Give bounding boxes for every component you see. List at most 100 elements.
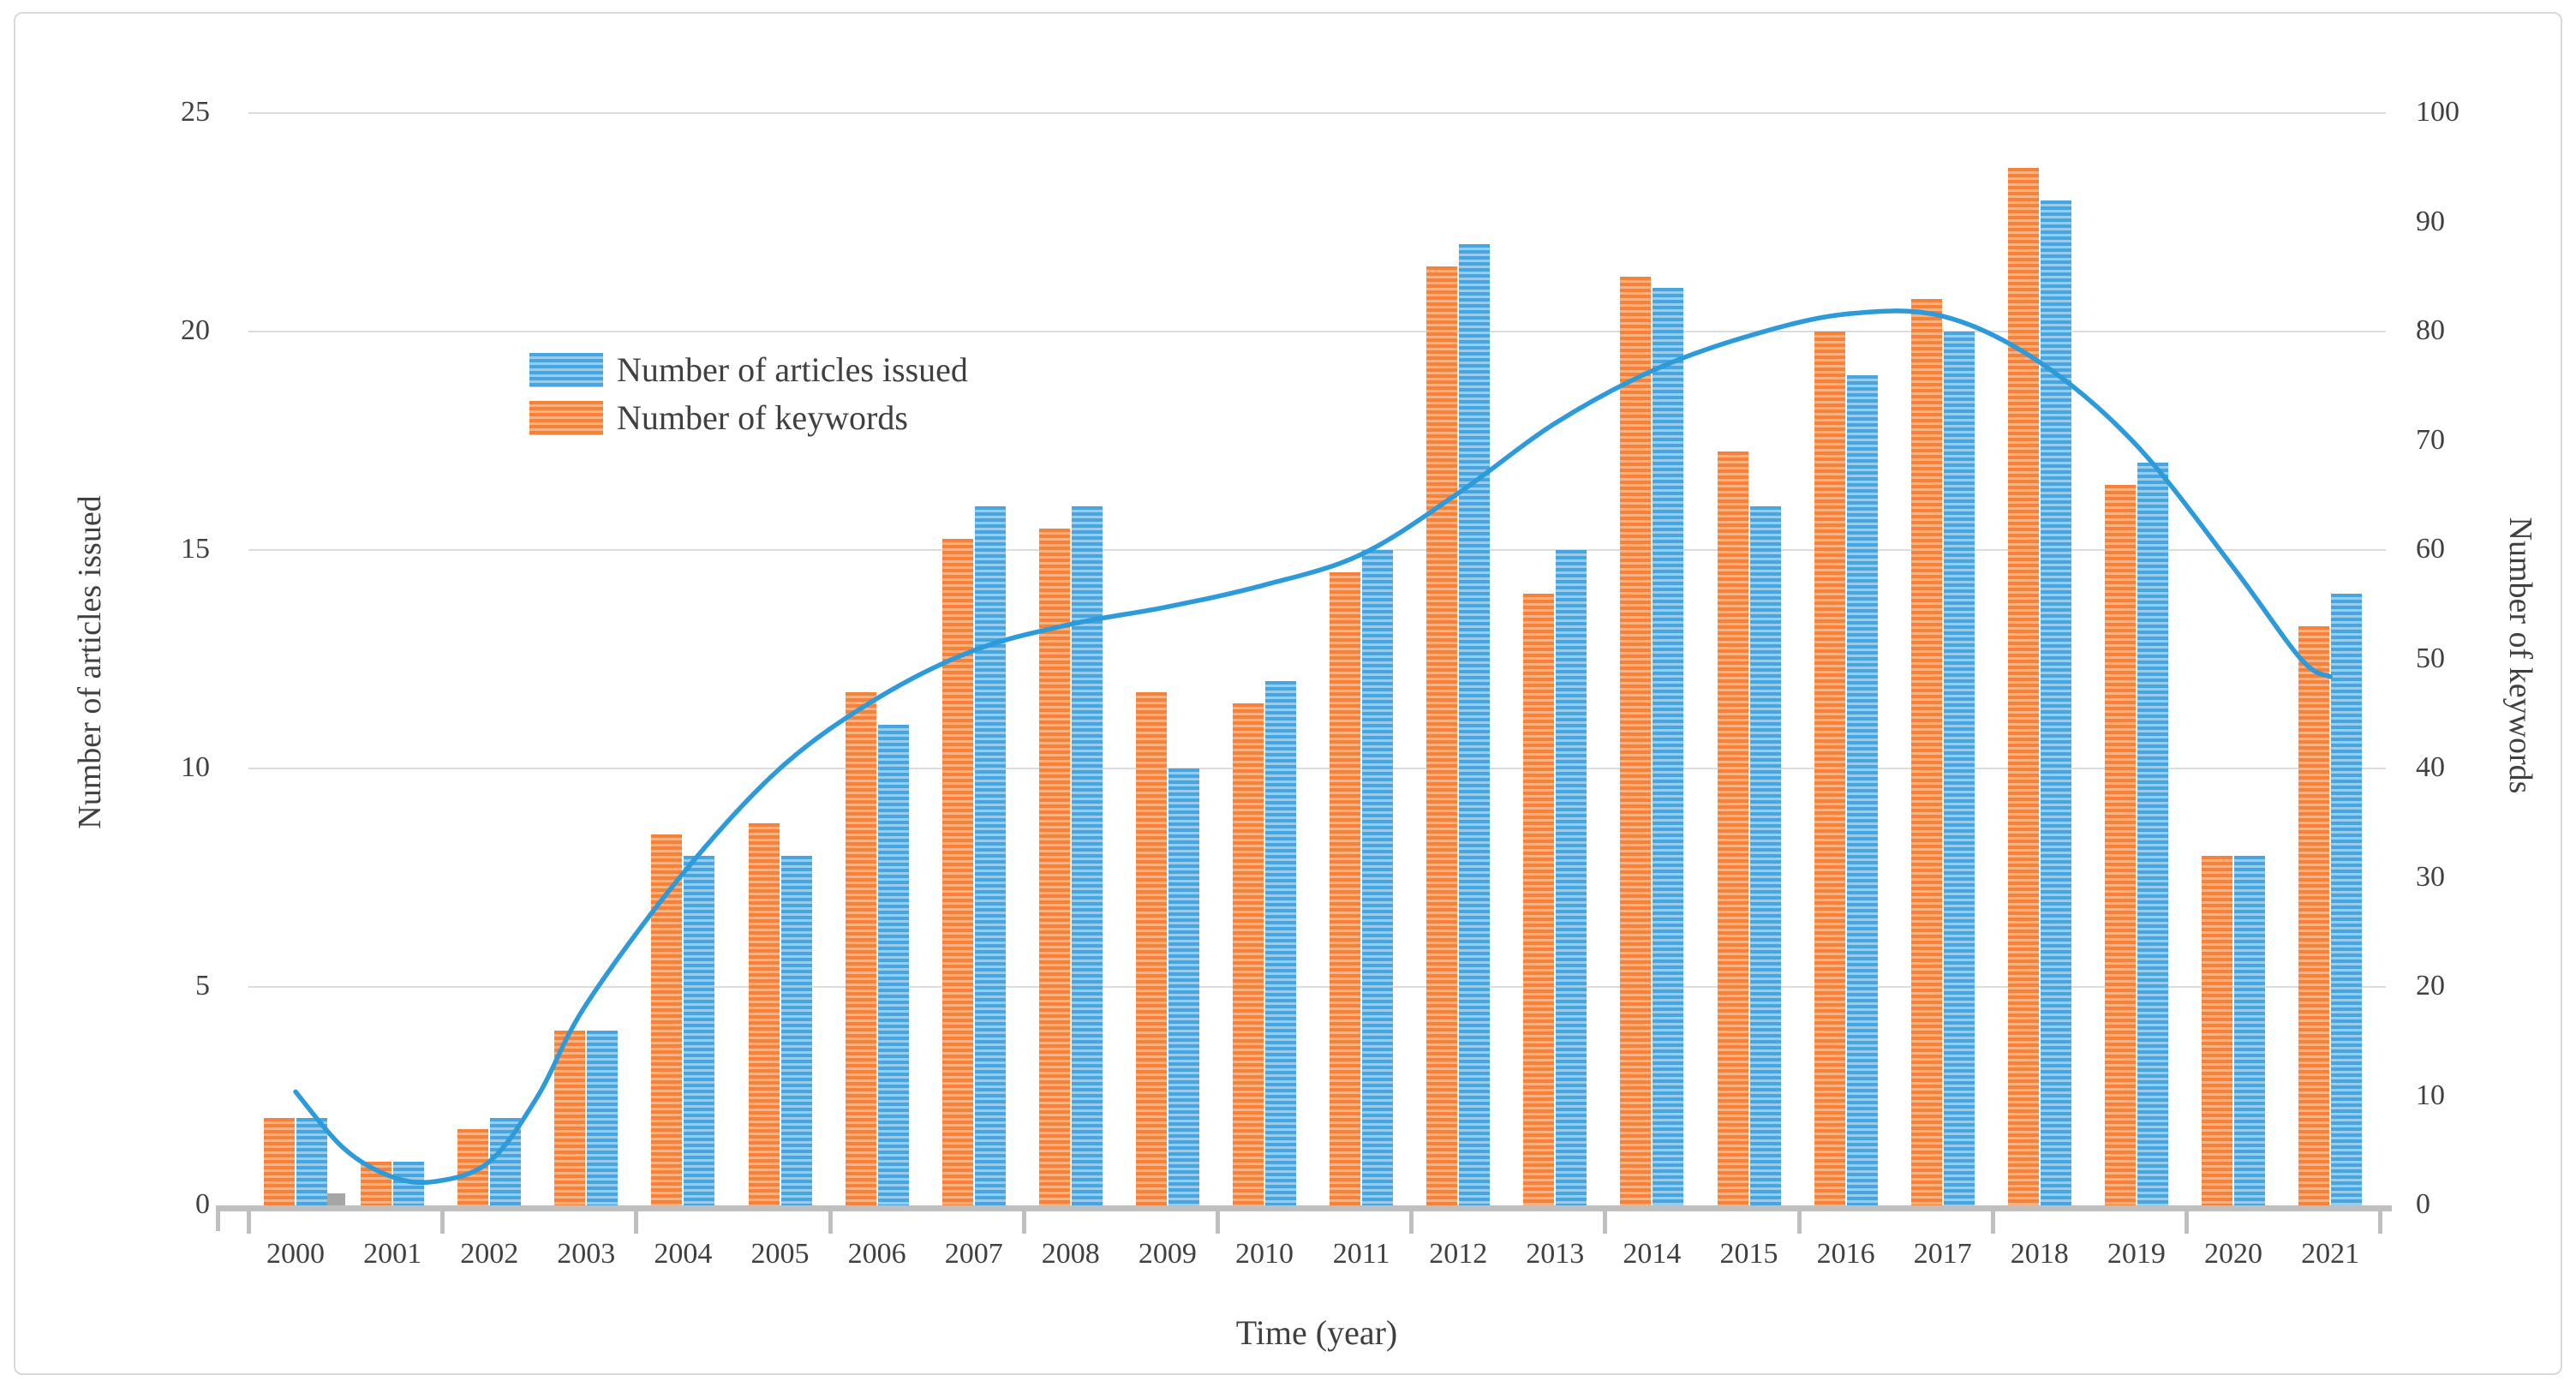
- right-tick-label-20: 20: [2416, 970, 2445, 1001]
- bar-keywords-2018: [2007, 167, 2039, 1205]
- x-tick-label-2016: 2016: [1816, 1238, 1875, 1270]
- bar-articles-2016: [1846, 375, 1878, 1205]
- left-tick-label-0: 0: [195, 1188, 210, 1220]
- x-axis-tick: [2378, 1211, 2383, 1234]
- x-tick-label-2021: 2021: [2301, 1238, 2360, 1270]
- x-tick-label-2006: 2006: [847, 1238, 906, 1270]
- left-axis-title: Number of articles issued: [72, 495, 108, 829]
- x-axis-tick: [1409, 1211, 1414, 1234]
- bar-articles-2018: [2040, 200, 2071, 1205]
- x-tick-label-2009: 2009: [1138, 1238, 1197, 1270]
- right-tick-label-70: 70: [2416, 423, 2445, 456]
- x-tick-label-2012: 2012: [1429, 1238, 1488, 1270]
- left-tick-label-15: 15: [181, 533, 210, 565]
- bar-keywords-2015: [1717, 451, 1748, 1205]
- x-tick-label-2011: 2011: [1332, 1238, 1390, 1270]
- bar-keywords-2006: [845, 691, 876, 1205]
- right-tick-label-80: 80: [2416, 314, 2445, 346]
- x-axis-title: Time (year): [1235, 1313, 1398, 1352]
- x-tick-label-2003: 2003: [557, 1238, 616, 1270]
- bar-articles-2011: [1362, 550, 1394, 1205]
- bar-articles-2014: [1653, 288, 1684, 1205]
- bar-articles-2017: [1943, 332, 1975, 1205]
- x-tick-label-2004: 2004: [654, 1238, 713, 1270]
- bar-keywords-2003: [554, 1031, 586, 1205]
- right-tick-label-10: 10: [2416, 1079, 2445, 1111]
- x-axis-tick: [1603, 1211, 1608, 1234]
- bar-articles-2006: [877, 725, 909, 1205]
- bar-keywords-2005: [748, 822, 780, 1205]
- left-tick-label-25: 25: [181, 96, 210, 128]
- bar-articles-2015: [1749, 506, 1781, 1205]
- x-axis-tick: [1021, 1211, 1026, 1234]
- x-tick-label-2014: 2014: [1623, 1238, 1682, 1270]
- x-axis-tick: [828, 1211, 833, 1234]
- bar-keywords-2017: [1910, 298, 1942, 1205]
- bar-keywords-2012: [1426, 266, 1458, 1205]
- bar-articles-2019: [2137, 463, 2168, 1205]
- legend-swatch-keywords-icon: [529, 401, 603, 435]
- bar-keywords-2009: [1135, 691, 1167, 1205]
- bar-articles-2012: [1459, 244, 1491, 1205]
- right-tick-label-90: 90: [2416, 205, 2445, 237]
- legend-item-keywords: Number of keywords: [529, 394, 968, 442]
- bar-keywords-2020: [2202, 856, 2232, 1205]
- x-axis-tick: [247, 1211, 251, 1234]
- x-axis-tick: [634, 1211, 639, 1234]
- legend-item-articles: Number of articles issued: [529, 346, 968, 394]
- bar-keywords-2000: [264, 1118, 295, 1205]
- left-tick-label-5: 5: [195, 970, 210, 1001]
- x-axis-tick: [1216, 1211, 1220, 1234]
- x-tick-label-2013: 2013: [1526, 1238, 1585, 1270]
- bar-keywords-2010: [1233, 702, 1264, 1205]
- bar-articles-2007: [974, 506, 1006, 1205]
- bar-articles-2000: [296, 1118, 327, 1205]
- x-tick-label-2015: 2015: [1719, 1238, 1778, 1270]
- bar-articles-2013: [1556, 550, 1587, 1205]
- right-tick-label-0: 0: [2416, 1188, 2430, 1220]
- bar-articles-2004: [684, 856, 715, 1205]
- left-tick-label-10: 10: [181, 751, 210, 783]
- legend-label-articles: Number of articles issued: [617, 350, 968, 389]
- legend-label-keywords: Number of keywords: [617, 398, 908, 437]
- bar-articles-2021: [2331, 594, 2363, 1205]
- x-axis-tick: [1990, 1211, 1995, 1234]
- bar-keywords-2001: [361, 1162, 392, 1205]
- left-tick-label-20: 20: [181, 314, 210, 346]
- legend: Number of articles issued Number of keyw…: [529, 346, 968, 442]
- figure-border: [14, 12, 2562, 1375]
- x-axis-tick: [2185, 1211, 2189, 1234]
- x-axis-start-tick: [216, 1205, 220, 1231]
- bar-keywords-2002: [457, 1128, 489, 1205]
- bar-keywords-2019: [2104, 484, 2136, 1205]
- legend-swatch-articles-icon: [529, 353, 603, 387]
- bar-articles-2001: [393, 1162, 425, 1205]
- x-tick-label-2020: 2020: [2204, 1238, 2262, 1270]
- x-tick-label-2017: 2017: [1913, 1238, 1972, 1270]
- x-axis-line: [216, 1205, 2392, 1211]
- x-axis-tick: [440, 1211, 445, 1234]
- bar-keywords-2013: [1523, 594, 1555, 1205]
- bar-articles-2020: [2234, 856, 2265, 1205]
- bar-articles-2005: [780, 856, 812, 1205]
- right-tick-label-30: 30: [2416, 860, 2445, 893]
- bar-articles-2009: [1168, 768, 1199, 1205]
- bar-articles-2010: [1265, 681, 1296, 1205]
- right-tick-label-100: 100: [2416, 96, 2459, 128]
- x-axis-tick: [1796, 1211, 1802, 1234]
- bar-articles-2002: [490, 1118, 522, 1205]
- x-tick-label-2010: 2010: [1235, 1238, 1294, 1270]
- right-tick-label-40: 40: [2416, 751, 2445, 783]
- x-tick-label-2005: 2005: [750, 1238, 810, 1270]
- bar-articles-2008: [1071, 506, 1103, 1205]
- x-tick-label-2000: 2000: [266, 1238, 325, 1270]
- x-tick-label-2008: 2008: [1041, 1238, 1100, 1270]
- x-tick-label-2007: 2007: [944, 1238, 1003, 1270]
- x-tick-label-2002: 2002: [460, 1238, 519, 1270]
- bar-articles-2003: [587, 1031, 619, 1205]
- gridline: [248, 112, 2386, 114]
- right-tick-label-50: 50: [2416, 642, 2445, 674]
- bar-keywords-2016: [1814, 332, 1845, 1205]
- right-axis-title: Number of keywords: [2502, 517, 2538, 794]
- bar-keywords-2008: [1038, 528, 1070, 1205]
